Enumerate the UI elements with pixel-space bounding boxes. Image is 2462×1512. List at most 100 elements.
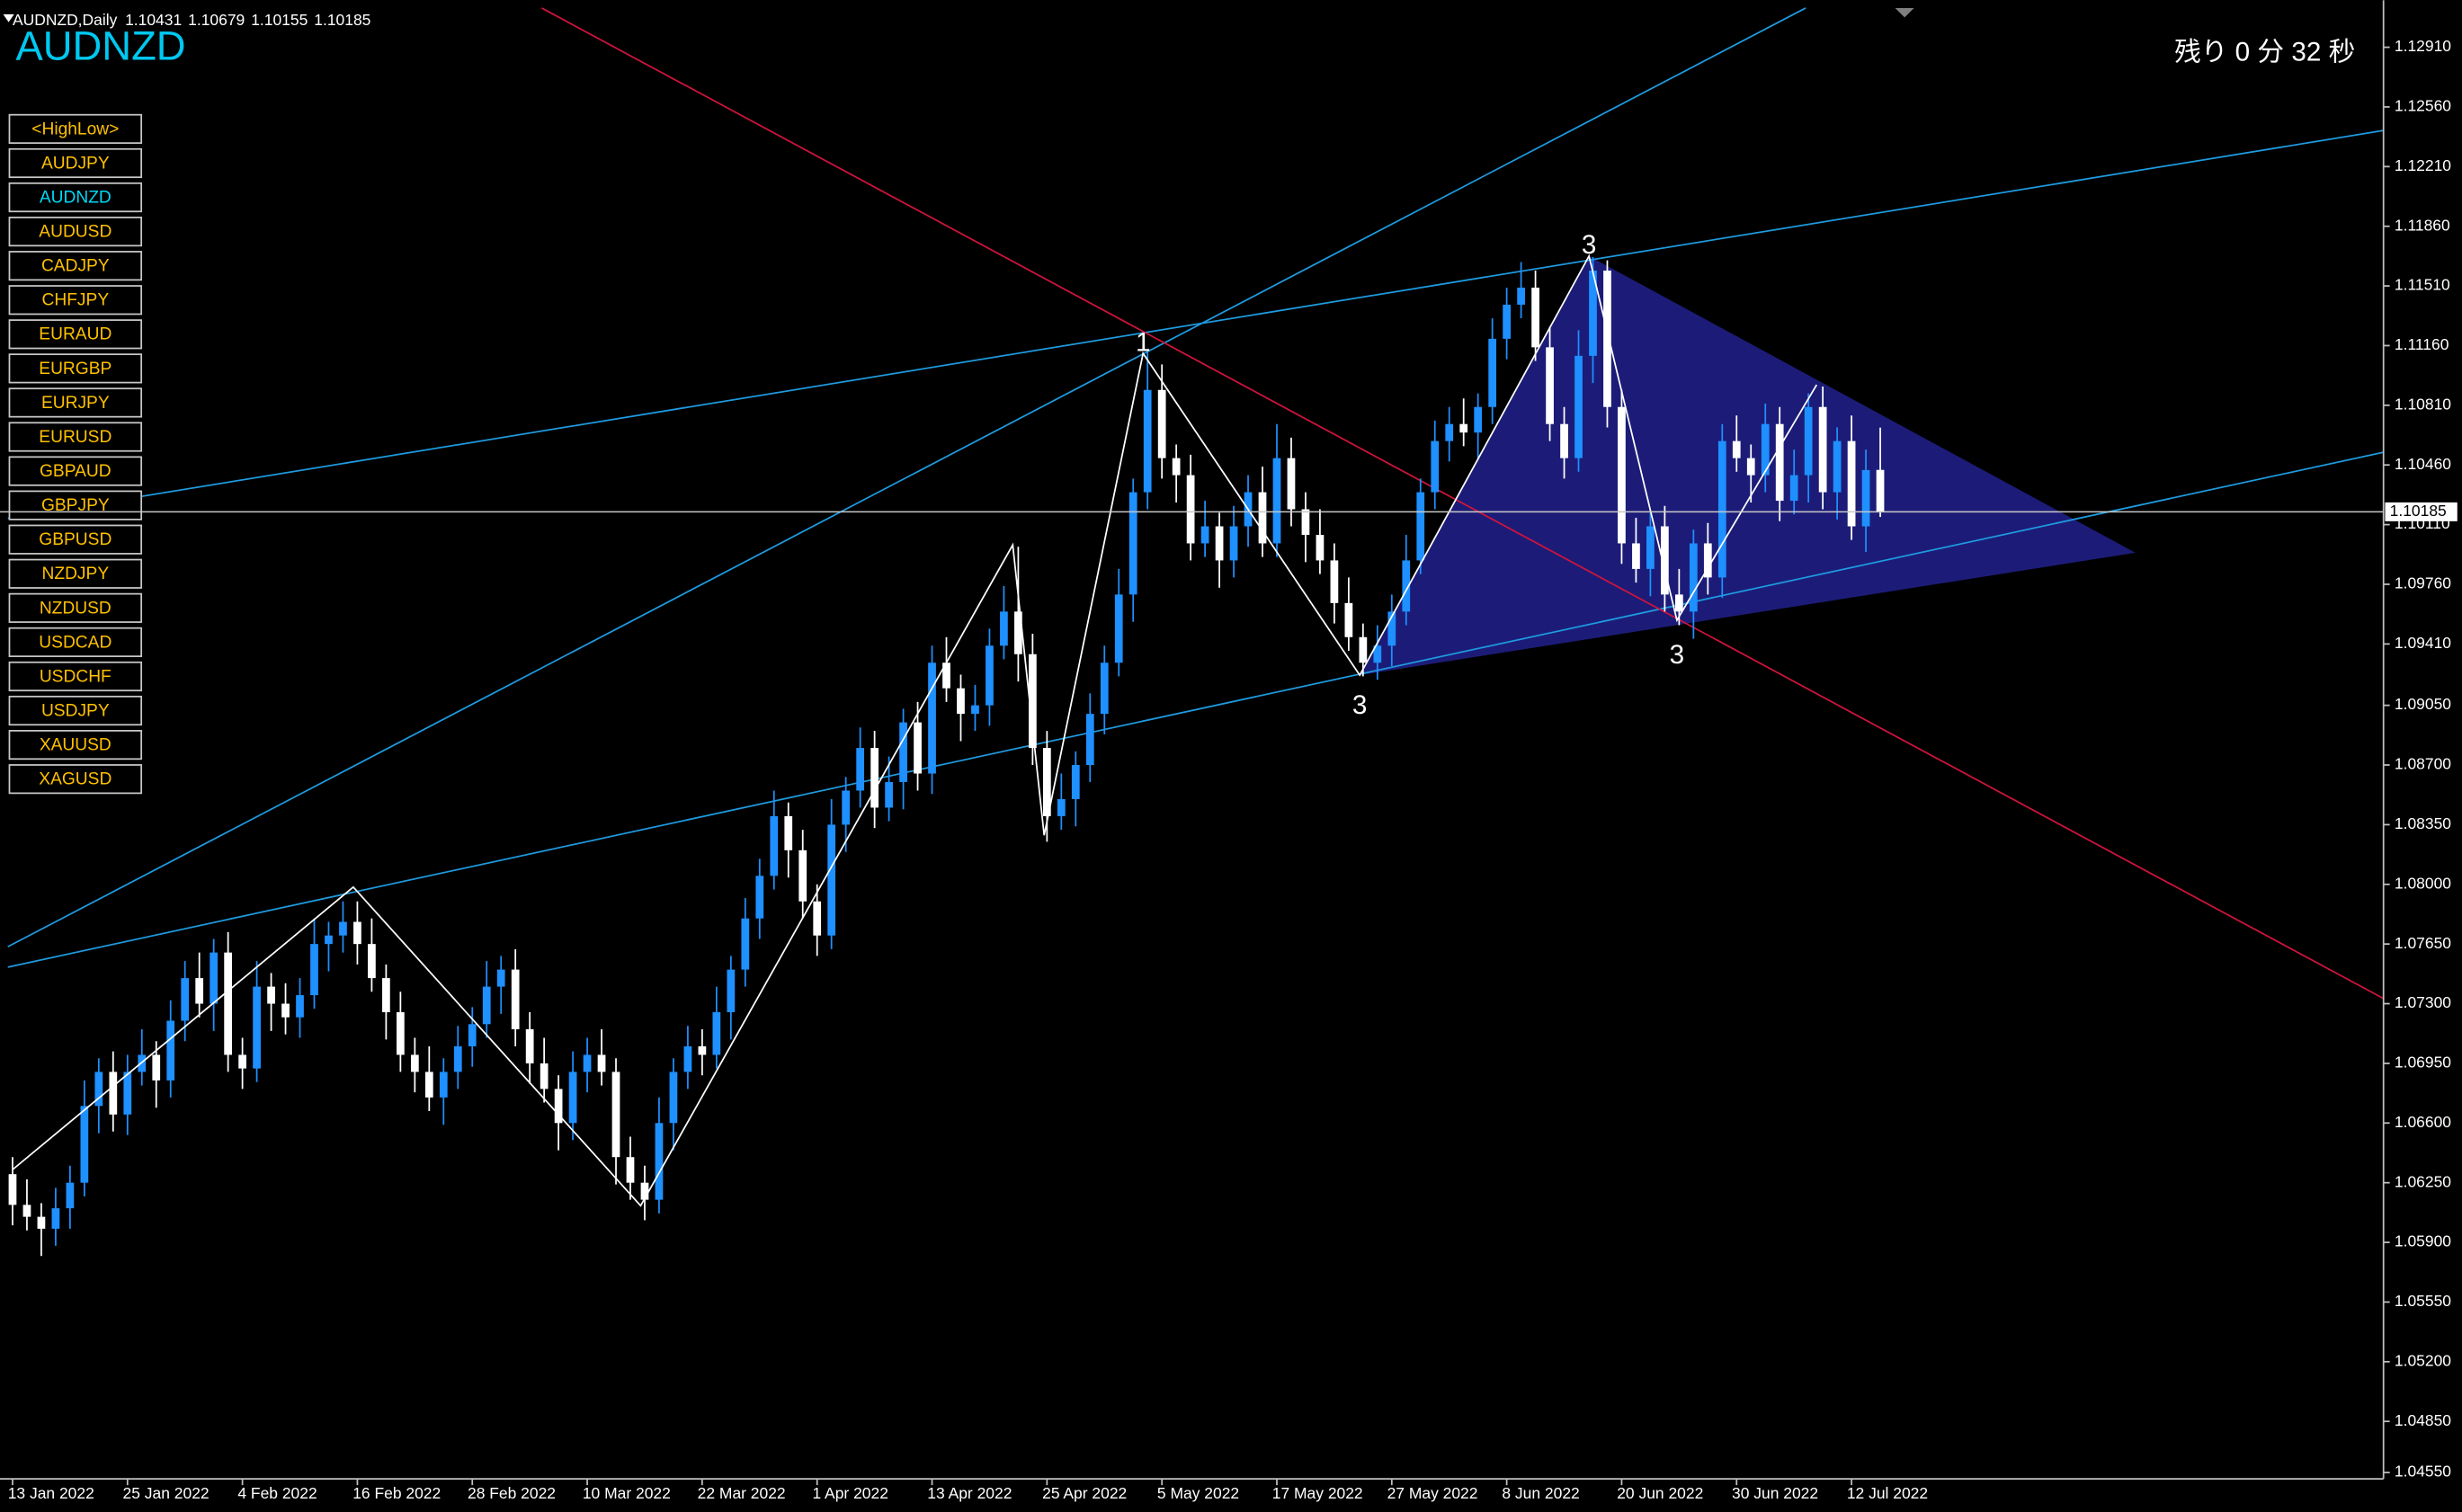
current-price-box (2385, 502, 2458, 521)
header-high: 1.10679 (188, 11, 245, 29)
symbol-button[interactable] (8, 456, 143, 486)
candle-body (1445, 423, 1454, 441)
symbol-button-label[interactable]: EURJPY (41, 394, 110, 413)
symbol-button[interactable] (8, 422, 143, 452)
y-tick-label: 1.06250 (2395, 1172, 2451, 1190)
chart-header: AUDNZD,Daily 1.10431 1.10679 1.10155 1.10185 (13, 11, 370, 29)
candle-body (1717, 440, 1726, 578)
candle-body (1618, 406, 1626, 544)
candle-body (1459, 423, 1468, 433)
symbol-button-label[interactable]: EURUSD (39, 428, 112, 447)
candle-body (928, 663, 936, 774)
symbol-button[interactable] (8, 592, 143, 623)
symbol-button-label[interactable]: EURAUD (39, 325, 112, 344)
candle-body (1114, 594, 1123, 663)
symbol-button-label[interactable]: GBPUSD (39, 530, 112, 549)
candle-body (80, 1106, 89, 1183)
candle-body (468, 1024, 477, 1046)
candle-body (540, 1063, 549, 1090)
candle-body (339, 921, 347, 936)
candle-body (1632, 543, 1640, 569)
symbol-button-label[interactable]: GBPAUD (40, 462, 112, 481)
symbol-button[interactable] (8, 387, 143, 418)
symbol-button[interactable] (8, 113, 143, 144)
symbol-button[interactable] (8, 217, 143, 247)
candle-body (1689, 543, 1698, 612)
symbol-button[interactable] (8, 558, 143, 589)
candle-body (842, 790, 851, 825)
candle-body (368, 944, 376, 979)
candle-body (123, 1072, 132, 1115)
y-tick-label: 1.08700 (2395, 755, 2451, 773)
candle-body (281, 1003, 290, 1018)
candle-body (382, 978, 390, 1013)
y-tick-label: 1.05200 (2395, 1351, 2451, 1369)
candle-body (1646, 526, 1655, 569)
symbol-button-label[interactable]: NZDJPY (42, 565, 110, 583)
symbol-button-label[interactable]: XAGUSD (39, 770, 112, 789)
symbol-button-label[interactable]: USDCHF (40, 667, 112, 686)
candle-body (957, 688, 965, 715)
symbol-button-label[interactable]: EURGBP (39, 360, 112, 378)
candle-body (1574, 355, 1583, 458)
candle-body (1503, 304, 1511, 339)
candle-body (253, 986, 261, 1069)
candle-body (1416, 492, 1425, 561)
candle-body (669, 1072, 678, 1124)
trend-line (7, 7, 1806, 947)
symbol-button-label[interactable]: AUDUSD (39, 223, 112, 242)
symbol-button[interactable] (8, 147, 143, 179)
wave-label: 3 (1670, 640, 1685, 670)
candles (8, 256, 1885, 1257)
symbol-button[interactable] (8, 319, 143, 350)
symbol-button-label[interactable]: NZDUSD (40, 599, 112, 618)
candle-body (325, 935, 333, 945)
candle-body (1589, 271, 1597, 356)
candle-body (1804, 406, 1813, 476)
candle-body (1186, 475, 1195, 544)
candle-body (1042, 748, 1051, 816)
symbol-button-label[interactable]: <HighLow> (31, 120, 119, 138)
candle-body (1373, 645, 1382, 663)
candle-body (1531, 287, 1539, 348)
symbol-button[interactable] (8, 730, 143, 760)
symbol-button-label[interactable]: USDJPY (41, 701, 110, 720)
y-tick-label: 1.07650 (2395, 934, 2451, 952)
candle-body (1402, 560, 1411, 612)
symbol-button-label[interactable]: AUDJPY (41, 154, 110, 173)
symbol-button[interactable] (8, 524, 143, 555)
symbol-button[interactable] (8, 764, 143, 795)
symbol-button[interactable] (8, 695, 143, 726)
candle-body (1128, 492, 1137, 595)
candle-body (1546, 347, 1554, 424)
header-symbol: AUDNZD,Daily (13, 11, 118, 29)
trend-line (541, 7, 2385, 1000)
candle-body (1761, 423, 1770, 476)
x-tick-label: 30 Jun 2022 (1732, 1484, 1818, 1502)
symbol-button-label[interactable]: USDCAD (39, 633, 112, 652)
candle-body (1014, 611, 1022, 654)
y-tick-label: 1.11160 (2395, 335, 2449, 353)
candle-body (683, 1045, 692, 1072)
symbol-button-label[interactable]: AUDNZD (40, 188, 112, 207)
y-tick-label: 1.12910 (2395, 37, 2451, 55)
symbol-button-label[interactable]: CADJPY (41, 257, 110, 276)
symbol-button-label[interactable]: CHFJPY (42, 291, 110, 310)
candle-body (109, 1072, 118, 1115)
symbol-button[interactable] (8, 182, 143, 213)
symbol-button-label[interactable]: XAUUSD (40, 736, 112, 755)
symbol-button[interactable] (8, 490, 143, 520)
symbol-button[interactable] (8, 661, 143, 692)
symbol-button[interactable] (8, 251, 143, 281)
symbol-button[interactable] (8, 353, 143, 384)
candle-body (813, 901, 822, 936)
symbol-button-label[interactable]: GBPJPY (41, 496, 110, 515)
symbol-button[interactable] (8, 285, 143, 316)
candle-body (1330, 560, 1339, 603)
candle-body (94, 1072, 103, 1107)
symbol-button[interactable] (8, 627, 143, 657)
candle-body (482, 986, 491, 1025)
y-tick-label: 1.07300 (2395, 993, 2451, 1011)
y-tick-label: 1.08000 (2395, 874, 2451, 892)
candle-body (1157, 389, 1166, 458)
